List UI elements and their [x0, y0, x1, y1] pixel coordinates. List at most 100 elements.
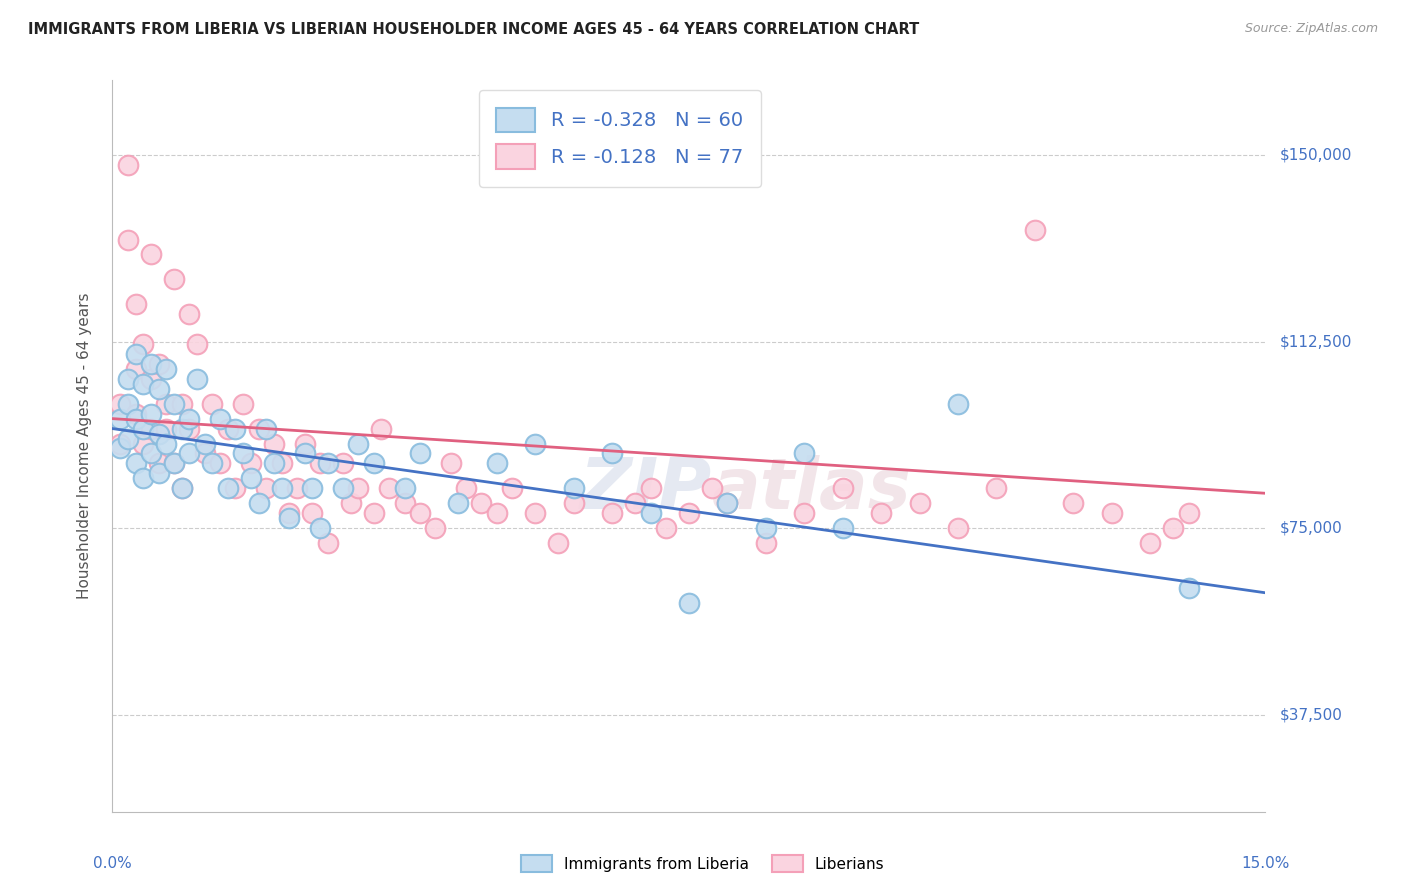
Point [270, 457, 292, 471]
Point [870, 506, 893, 520]
Point [124, 297, 146, 311]
Point [347, 481, 370, 495]
Point [793, 506, 815, 520]
Point [170, 481, 193, 495]
Point [247, 496, 270, 510]
Point [155, 362, 177, 376]
Point [186, 337, 208, 351]
Point [247, 421, 270, 435]
Point [316, 457, 339, 471]
Point [485, 506, 508, 520]
Point [547, 536, 569, 550]
Point [309, 457, 332, 471]
Point [224, 481, 246, 495]
Point [163, 457, 186, 471]
Point [139, 247, 162, 261]
Point [755, 521, 778, 535]
Point [124, 362, 146, 376]
Point [217, 481, 239, 495]
Point [117, 397, 139, 411]
Text: $112,500: $112,500 [1279, 334, 1351, 349]
Point [108, 436, 131, 450]
Point [600, 506, 623, 520]
Point [108, 397, 131, 411]
Point [332, 481, 354, 495]
Point [232, 446, 254, 460]
Point [263, 457, 285, 471]
Point [678, 596, 700, 610]
Point [179, 411, 201, 425]
Point [447, 496, 470, 510]
Point [700, 481, 723, 495]
Text: $150,000: $150,000 [1279, 147, 1351, 162]
Point [562, 481, 585, 495]
Point [209, 411, 232, 425]
Text: atlas: atlas [711, 456, 911, 524]
Point [294, 446, 316, 460]
Point [194, 446, 217, 460]
Point [117, 233, 139, 247]
Point [132, 436, 155, 450]
Point [755, 536, 778, 550]
Point [163, 397, 186, 411]
Point [485, 457, 508, 471]
Point [132, 376, 155, 391]
Text: IMMIGRANTS FROM LIBERIA VS LIBERIAN HOUSEHOLDER INCOME AGES 45 - 64 YEARS CORREL: IMMIGRANTS FROM LIBERIA VS LIBERIAN HOUS… [28, 22, 920, 37]
Point [217, 421, 239, 435]
Point [254, 481, 277, 495]
Point [501, 481, 523, 495]
Point [394, 496, 416, 510]
Point [124, 347, 146, 361]
Point [179, 446, 201, 460]
Point [263, 436, 285, 450]
Y-axis label: Householder Income Ages 45 - 64 years: Householder Income Ages 45 - 64 years [77, 293, 91, 599]
Point [254, 421, 277, 435]
Point [394, 481, 416, 495]
Point [1177, 506, 1199, 520]
Point [232, 397, 254, 411]
Point [986, 481, 1008, 495]
Point [440, 457, 463, 471]
Point [946, 397, 969, 411]
Point [278, 511, 301, 525]
Point [148, 426, 170, 441]
Point [278, 506, 301, 520]
Point [179, 421, 201, 435]
Point [793, 446, 815, 460]
Point [1101, 506, 1123, 520]
Point [294, 436, 316, 450]
Point [224, 421, 246, 435]
Point [1024, 222, 1046, 236]
Point [831, 481, 853, 495]
Point [908, 496, 931, 510]
Point [201, 397, 224, 411]
Point [239, 471, 262, 485]
Point [363, 457, 385, 471]
Point [301, 481, 323, 495]
Text: 15.0%: 15.0% [1241, 855, 1289, 871]
Point [716, 496, 738, 510]
Point [155, 421, 177, 435]
Point [117, 372, 139, 386]
Point [640, 506, 662, 520]
Point [148, 457, 170, 471]
Point [363, 506, 385, 520]
Point [716, 496, 738, 510]
Point [163, 272, 186, 286]
Point [139, 446, 162, 460]
Point [117, 432, 139, 446]
Point [831, 521, 853, 535]
Point [470, 496, 492, 510]
Point [640, 481, 662, 495]
Point [454, 481, 477, 495]
Point [562, 496, 585, 510]
Point [148, 467, 170, 481]
Point [1062, 496, 1084, 510]
Point [1177, 581, 1199, 595]
Point [148, 382, 170, 396]
Point [124, 457, 146, 471]
Point [179, 307, 201, 321]
Point [678, 506, 700, 520]
Point [425, 521, 447, 535]
Point [108, 411, 131, 425]
